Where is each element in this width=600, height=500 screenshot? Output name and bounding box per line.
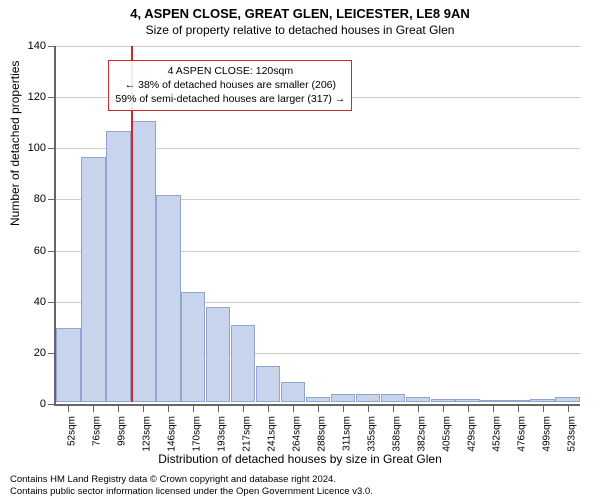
x-tick xyxy=(293,405,294,412)
histogram-bar xyxy=(480,400,504,402)
y-tick xyxy=(48,46,55,47)
x-tick-label: 217sqm xyxy=(242,416,253,452)
chart-container: 4, ASPEN CLOSE, GREAT GLEN, LEICESTER, L… xyxy=(0,0,600,500)
y-tick-label: 120 xyxy=(28,91,46,103)
annotation-box: 4 ASPEN CLOSE: 120sqm← 38% of detached h… xyxy=(108,60,352,111)
x-tick xyxy=(68,405,69,412)
footer-line-2: Contains public sector information licen… xyxy=(10,486,373,498)
y-tick-label: 60 xyxy=(34,245,46,257)
y-tick-label: 80 xyxy=(34,193,46,205)
x-tick-label: 76sqm xyxy=(92,416,103,446)
x-tick-label: 146sqm xyxy=(167,416,178,452)
y-tick xyxy=(48,302,55,303)
x-tick-label: 405sqm xyxy=(441,416,452,452)
x-tick-label: 99sqm xyxy=(117,416,128,446)
histogram-bar xyxy=(555,397,579,402)
y-tick xyxy=(48,353,55,354)
histogram-bar xyxy=(356,394,380,402)
y-tick xyxy=(48,404,55,405)
histogram-bar xyxy=(56,328,80,402)
x-tick-label: 52sqm xyxy=(67,416,78,446)
histogram-bar xyxy=(231,325,255,402)
histogram-bar xyxy=(256,366,280,402)
x-tick xyxy=(493,405,494,412)
x-tick xyxy=(568,405,569,412)
histogram-bar xyxy=(106,131,130,402)
y-tick xyxy=(48,148,55,149)
x-tick xyxy=(443,405,444,412)
x-tick-label: 523sqm xyxy=(566,416,577,452)
x-tick-label: 123sqm xyxy=(142,416,153,452)
histogram-bar xyxy=(181,292,205,402)
x-tick-label: 170sqm xyxy=(192,416,203,452)
x-tick-label: 264sqm xyxy=(292,416,303,452)
x-tick xyxy=(318,405,319,412)
chart-title: 4, ASPEN CLOSE, GREAT GLEN, LEICESTER, L… xyxy=(0,0,600,21)
histogram-bar xyxy=(281,382,305,402)
x-tick-label: 358sqm xyxy=(391,416,402,452)
x-tick-label: 193sqm xyxy=(217,416,228,452)
x-tick-label: 382sqm xyxy=(416,416,427,452)
histogram-bar xyxy=(406,397,430,402)
histogram-bar xyxy=(81,157,105,402)
x-tick xyxy=(393,405,394,412)
x-tick-label: 429sqm xyxy=(466,416,477,452)
annotation-line: ← 38% of detached houses are smaller (20… xyxy=(115,78,345,92)
x-tick xyxy=(343,405,344,412)
x-tick xyxy=(118,405,119,412)
y-tick xyxy=(48,199,55,200)
x-tick xyxy=(468,405,469,412)
x-tick xyxy=(368,405,369,412)
histogram-bar xyxy=(206,307,230,402)
x-tick xyxy=(93,405,94,412)
x-tick-label: 288sqm xyxy=(317,416,328,452)
x-tick-label: 241sqm xyxy=(267,416,278,452)
y-tick-label: 140 xyxy=(28,40,46,52)
x-tick xyxy=(193,405,194,412)
annotation-line: 4 ASPEN CLOSE: 120sqm xyxy=(115,64,345,78)
histogram-bar xyxy=(131,121,155,402)
plot-area: 02040608010012014052sqm76sqm99sqm123sqm1… xyxy=(54,46,580,406)
histogram-bar xyxy=(505,400,529,402)
footer-line-1: Contains HM Land Registry data © Crown c… xyxy=(10,474,373,486)
y-tick xyxy=(48,251,55,252)
grid-line xyxy=(56,46,580,47)
annotation-line: 59% of semi-detached houses are larger (… xyxy=(115,92,345,106)
x-tick-label: 452sqm xyxy=(491,416,502,452)
x-tick-label: 311sqm xyxy=(341,416,352,451)
histogram-bar xyxy=(156,195,180,402)
y-tick xyxy=(48,97,55,98)
footer: Contains HM Land Registry data © Crown c… xyxy=(10,474,373,498)
x-tick xyxy=(243,405,244,412)
x-tick xyxy=(518,405,519,412)
x-tick xyxy=(143,405,144,412)
histogram-bar xyxy=(306,397,330,402)
histogram-bar xyxy=(431,399,455,402)
plot-region: 02040608010012014052sqm76sqm99sqm123sqm1… xyxy=(54,46,580,406)
y-tick-label: 100 xyxy=(28,142,46,154)
histogram-bar xyxy=(381,394,405,402)
y-tick-label: 0 xyxy=(40,398,46,410)
x-tick-label: 499sqm xyxy=(541,416,552,452)
histogram-bar xyxy=(455,399,479,402)
x-tick xyxy=(218,405,219,412)
histogram-bar xyxy=(331,394,355,402)
x-tick-label: 335sqm xyxy=(366,416,377,452)
y-tick-label: 40 xyxy=(34,296,46,308)
y-tick-label: 20 xyxy=(34,347,46,359)
chart-subtitle: Size of property relative to detached ho… xyxy=(0,21,600,41)
x-axis-label: Distribution of detached houses by size … xyxy=(0,452,600,466)
x-tick xyxy=(268,405,269,412)
x-tick xyxy=(168,405,169,412)
x-tick-label: 476sqm xyxy=(516,416,527,452)
histogram-bar xyxy=(530,399,554,402)
x-tick xyxy=(543,405,544,412)
x-tick xyxy=(418,405,419,412)
